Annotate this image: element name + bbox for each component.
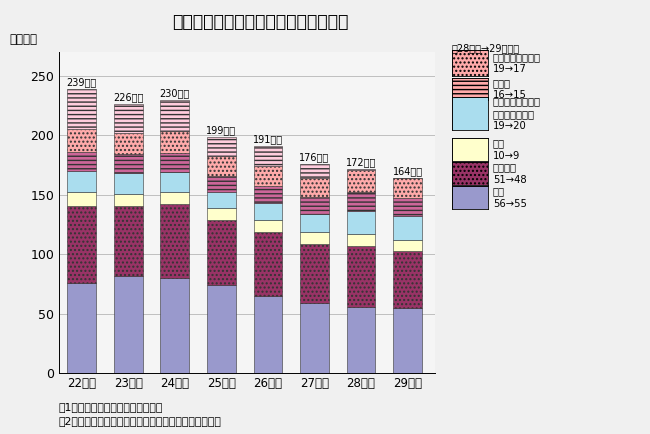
Bar [300,243,329,303]
Bar [346,169,376,170]
Bar [393,216,422,240]
Bar [254,146,282,166]
Bar [161,131,189,153]
Bar [207,155,236,176]
Bar [68,192,96,206]
Bar [393,178,422,198]
Bar [207,220,236,285]
Bar [254,187,282,203]
Bar [300,232,329,243]
Bar [393,308,422,373]
Bar [346,211,376,234]
Text: 注1：都道府県からの報告による。: 注1：都道府県からの報告による。 [58,402,163,412]
Bar [114,133,143,155]
Bar [346,307,376,373]
Text: 172億円: 172億円 [346,157,376,167]
Bar [114,174,143,194]
Bar [207,192,236,208]
Bar [254,166,282,187]
Text: （億円）: （億円） [10,33,38,46]
Bar [68,152,96,171]
Bar [393,240,422,251]
Bar [161,278,189,373]
Bar [161,192,189,204]
Bar [300,214,329,232]
Bar [254,203,282,220]
Text: 239億円: 239億円 [67,77,97,87]
Bar [68,89,96,129]
Bar [207,208,236,220]
Text: シカ、イノシシ、
サル以外の獣類
19→20: シカ、イノシシ、 サル以外の獣類 19→20 [493,96,541,131]
Text: 191億円: 191億円 [253,134,283,144]
Text: 176億円: 176億円 [300,152,330,162]
Bar [114,276,143,373]
Bar [161,153,189,172]
Text: イノシシ
51→48: イノシシ 51→48 [493,162,526,185]
Bar [68,283,96,373]
Bar [346,192,376,211]
Bar [346,234,376,246]
Text: 230億円: 230億円 [160,88,190,98]
Bar [68,129,96,152]
Bar [114,194,143,206]
Bar [300,164,329,178]
Text: 2：ラウンドの関係で合計が一致しない場合がある。: 2：ラウンドの関係で合計が一致しない場合がある。 [58,417,222,427]
Bar [207,176,236,192]
Text: 野生鳥獣による農作物被害金額の推移: 野生鳥獣による農作物被害金額の推移 [172,13,348,31]
Bar [300,178,329,197]
Text: カラス以外の鳥類
19→17: カラス以外の鳥類 19→17 [493,52,541,74]
Bar [207,137,236,155]
Bar [393,251,422,308]
Bar [300,303,329,373]
Bar [393,198,422,216]
Text: シカ
56→55: シカ 56→55 [493,186,526,209]
Bar [114,206,143,276]
Bar [114,155,143,174]
Bar [161,204,189,278]
Bar [254,232,282,296]
Bar [346,246,376,307]
Text: カラス
16→15: カラス 16→15 [493,78,526,100]
Bar [346,170,376,192]
Text: 199億円: 199億円 [206,125,237,135]
Bar [161,100,189,131]
Text: 164億円: 164億円 [393,166,422,176]
Bar [68,206,96,283]
Bar [161,172,189,192]
Text: 226億円: 226億円 [113,92,144,102]
Bar [300,197,329,214]
Bar [254,296,282,373]
Bar [254,220,282,232]
Text: （28年度→29年度）: （28年度→29年度） [452,43,520,53]
Bar [114,105,143,133]
Bar [68,171,96,192]
Text: サル
10→9: サル 10→9 [493,138,520,161]
Bar [207,285,236,373]
